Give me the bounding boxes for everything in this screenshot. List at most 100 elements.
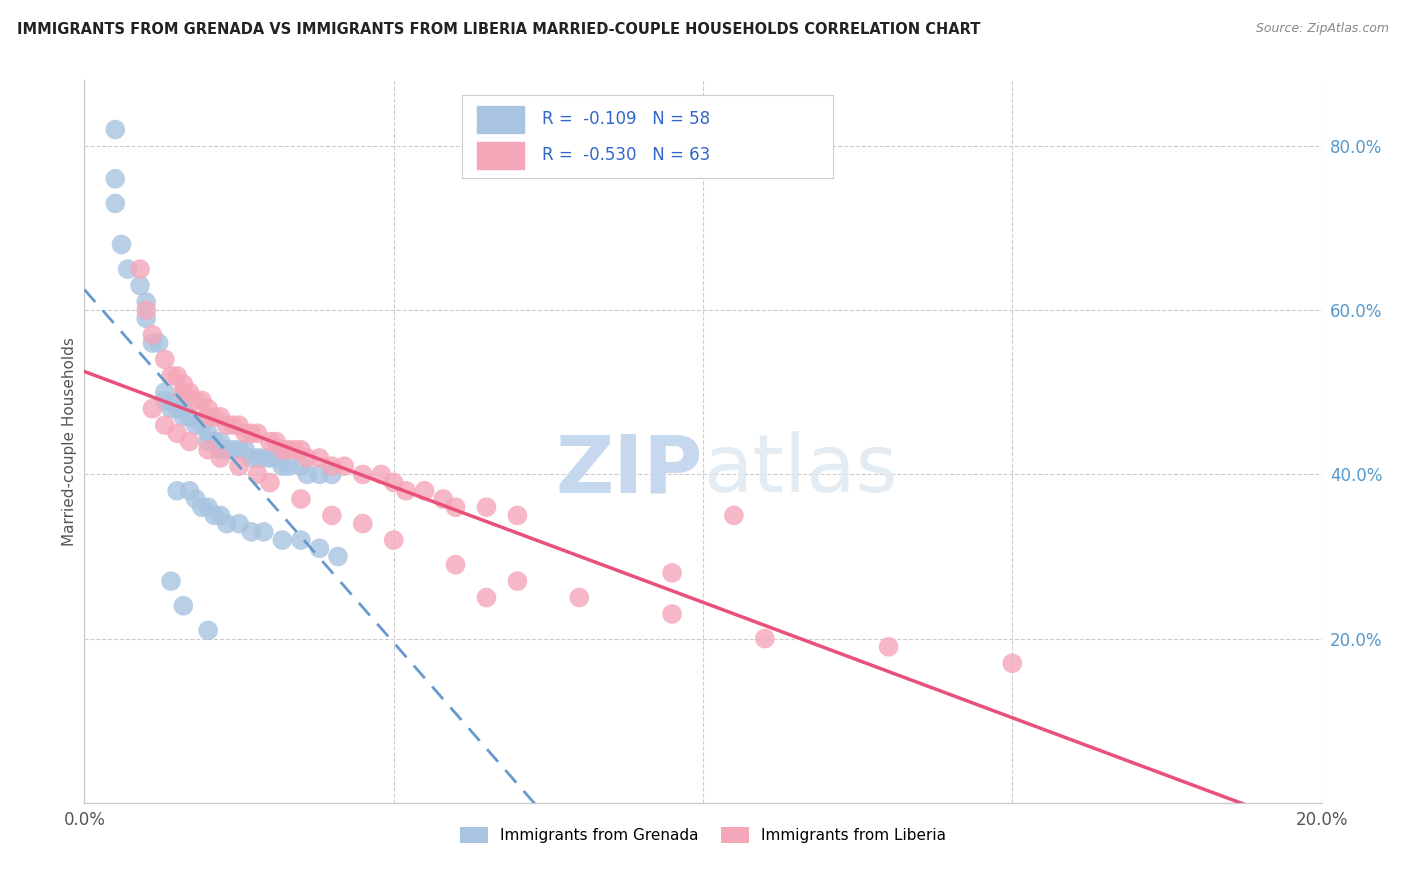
- Text: R =  -0.530   N = 63: R = -0.530 N = 63: [543, 146, 710, 164]
- Point: [228, 442, 250, 457]
- Point: [321, 467, 343, 482]
- Point: [197, 434, 219, 449]
- Point: [295, 467, 318, 482]
- Point: [172, 385, 194, 400]
- FancyBboxPatch shape: [461, 95, 832, 178]
- Point: [723, 508, 745, 523]
- Point: [129, 262, 152, 277]
- Point: [259, 450, 281, 465]
- Point: [104, 196, 127, 211]
- Point: [160, 574, 183, 588]
- Point: [179, 434, 201, 449]
- Point: [321, 459, 343, 474]
- Point: [259, 434, 281, 449]
- Point: [197, 500, 219, 515]
- Point: [661, 607, 683, 621]
- Point: [222, 418, 245, 433]
- Point: [209, 442, 232, 457]
- Point: [413, 483, 436, 498]
- Point: [215, 516, 238, 531]
- Point: [202, 434, 225, 449]
- Point: [104, 171, 127, 186]
- Point: [240, 426, 263, 441]
- Point: [160, 368, 183, 383]
- Point: [754, 632, 776, 646]
- Point: [148, 336, 170, 351]
- Point: [253, 524, 276, 539]
- Point: [395, 483, 418, 498]
- Point: [197, 442, 219, 457]
- Point: [246, 426, 269, 441]
- Point: [568, 591, 591, 605]
- Point: [209, 508, 232, 523]
- Text: ZIP: ZIP: [555, 432, 703, 509]
- Point: [153, 385, 176, 400]
- Point: [166, 426, 188, 441]
- Point: [290, 459, 312, 474]
- Point: [172, 409, 194, 424]
- Point: [290, 491, 312, 506]
- Point: [197, 401, 219, 416]
- Point: [352, 467, 374, 482]
- Point: [382, 533, 405, 547]
- Point: [172, 401, 194, 416]
- Point: [110, 237, 132, 252]
- Point: [506, 574, 529, 588]
- Point: [191, 500, 214, 515]
- Point: [228, 516, 250, 531]
- Point: [202, 508, 225, 523]
- Point: [179, 385, 201, 400]
- Point: [166, 368, 188, 383]
- Point: [1001, 657, 1024, 671]
- Legend: Immigrants from Grenada, Immigrants from Liberia: Immigrants from Grenada, Immigrants from…: [454, 822, 952, 849]
- Point: [222, 442, 245, 457]
- Point: [172, 377, 194, 392]
- Point: [308, 467, 330, 482]
- Point: [246, 450, 269, 465]
- Point: [179, 409, 201, 424]
- Point: [271, 459, 294, 474]
- Point: [191, 393, 214, 408]
- Point: [370, 467, 392, 482]
- Text: Source: ZipAtlas.com: Source: ZipAtlas.com: [1256, 22, 1389, 36]
- Point: [264, 450, 287, 465]
- Point: [153, 352, 176, 367]
- Point: [271, 533, 294, 547]
- Point: [209, 409, 232, 424]
- Point: [290, 533, 312, 547]
- Point: [184, 418, 207, 433]
- Point: [877, 640, 900, 654]
- Point: [129, 278, 152, 293]
- Point: [135, 295, 157, 310]
- Point: [215, 442, 238, 457]
- Point: [215, 418, 238, 433]
- Point: [308, 541, 330, 556]
- Point: [475, 591, 498, 605]
- Point: [444, 500, 467, 515]
- Point: [333, 459, 356, 474]
- Point: [166, 483, 188, 498]
- Point: [141, 336, 163, 351]
- Point: [382, 475, 405, 490]
- Point: [233, 426, 256, 441]
- Point: [277, 459, 299, 474]
- Point: [661, 566, 683, 580]
- Point: [295, 450, 318, 465]
- Point: [284, 442, 307, 457]
- Point: [202, 409, 225, 424]
- Point: [166, 393, 188, 408]
- Point: [326, 549, 349, 564]
- Point: [135, 303, 157, 318]
- Bar: [477, 105, 523, 133]
- Point: [117, 262, 139, 277]
- Point: [141, 327, 163, 342]
- Y-axis label: Married-couple Households: Married-couple Households: [62, 337, 77, 546]
- Point: [253, 450, 276, 465]
- Point: [228, 418, 250, 433]
- Point: [233, 442, 256, 457]
- Text: atlas: atlas: [703, 432, 897, 509]
- Point: [475, 500, 498, 515]
- Point: [160, 401, 183, 416]
- Point: [184, 491, 207, 506]
- Point: [197, 409, 219, 424]
